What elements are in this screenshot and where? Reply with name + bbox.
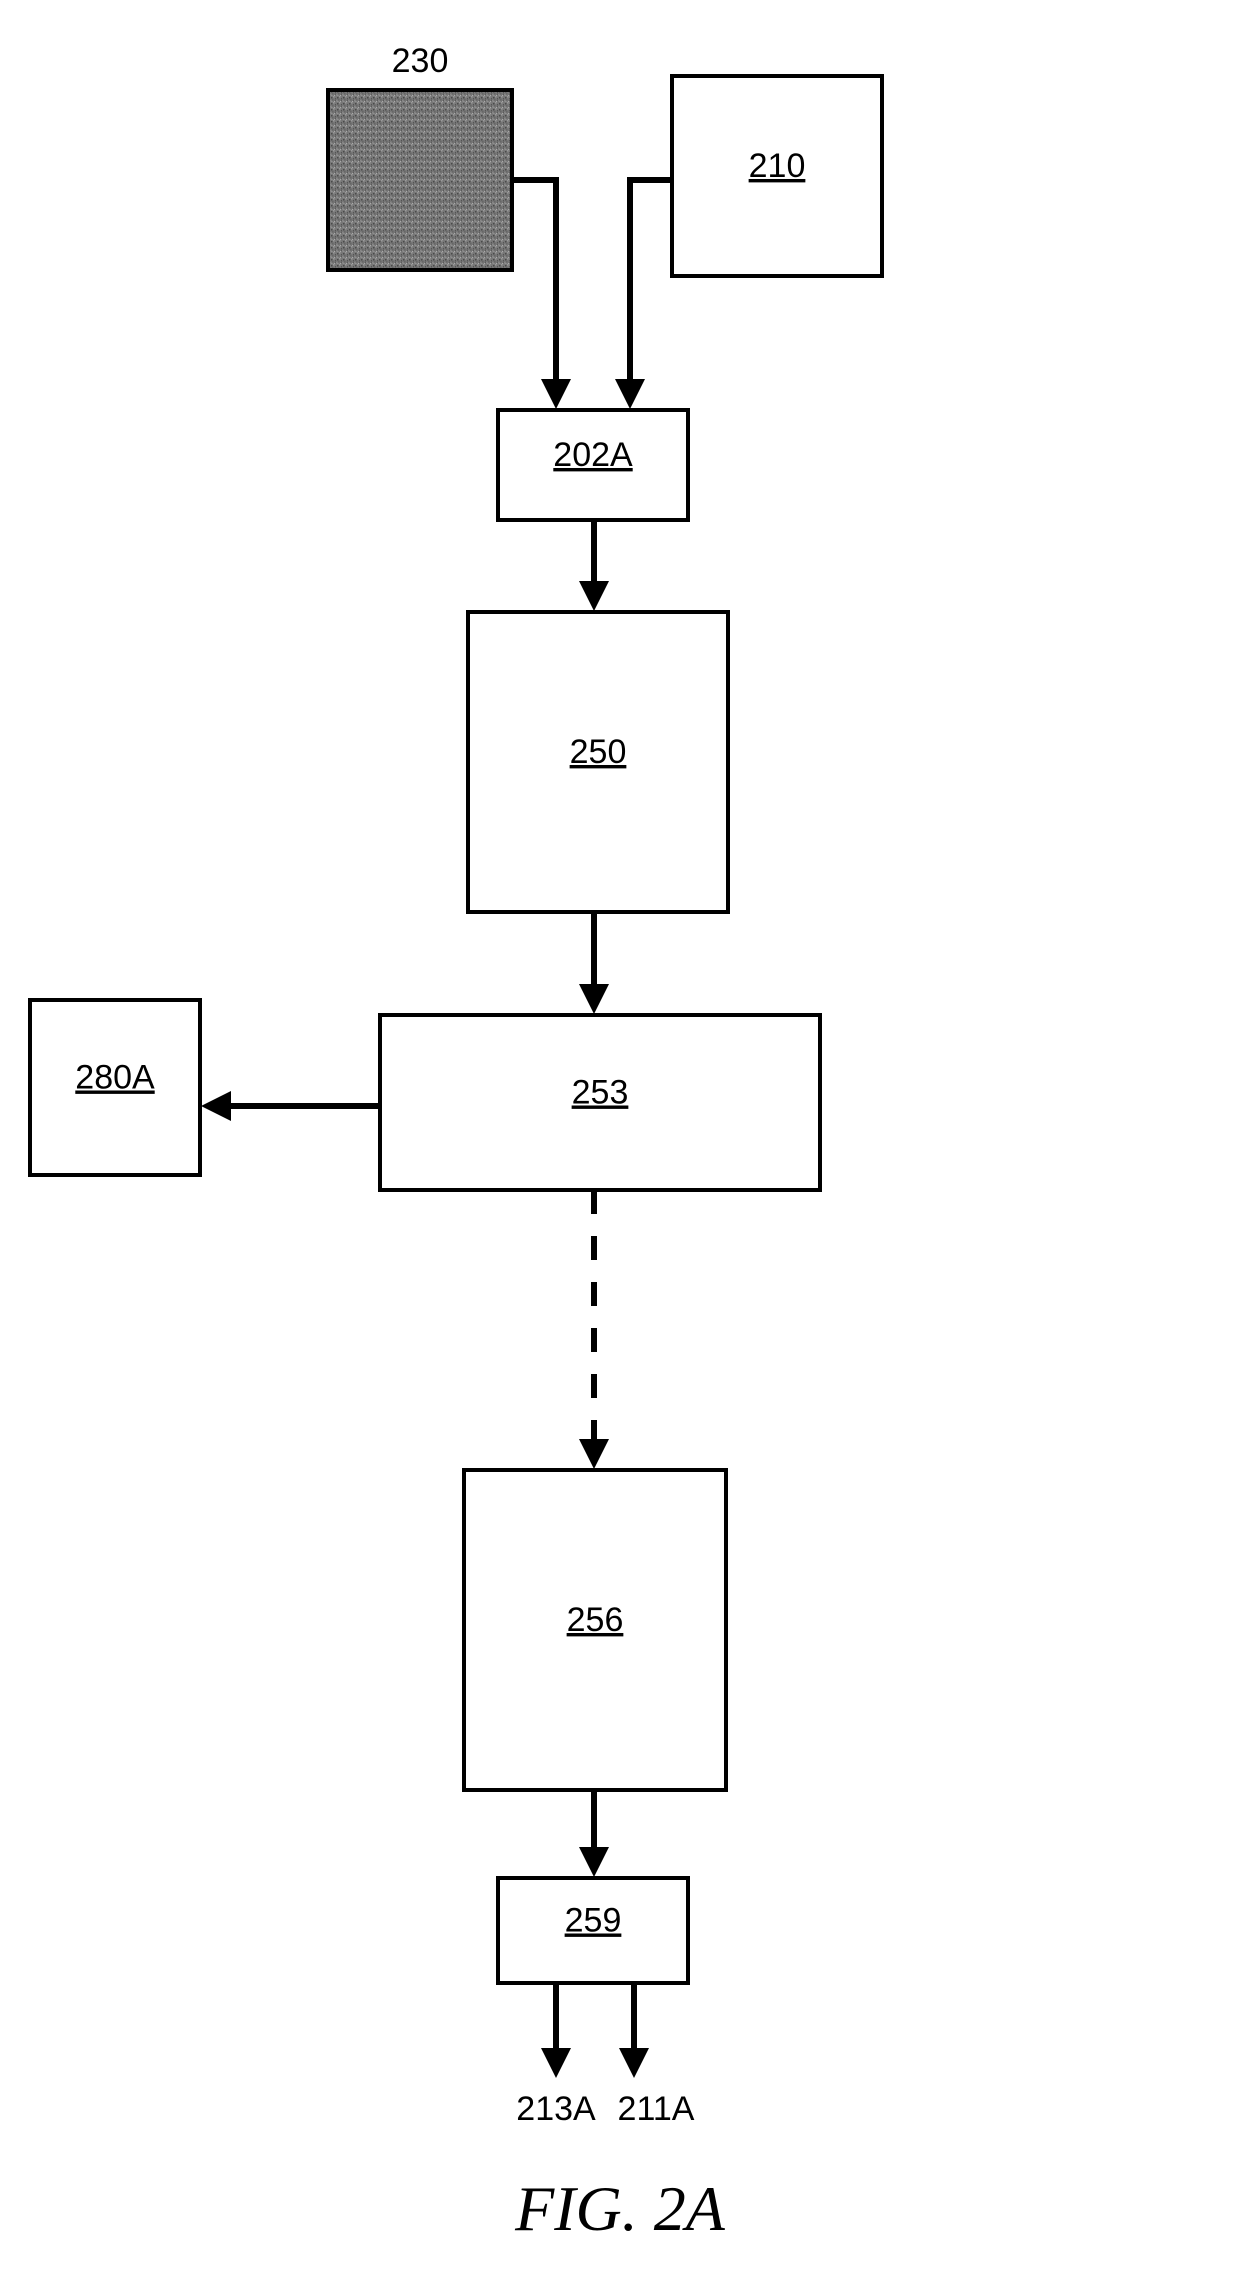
node-label-230: 230 [392,42,449,80]
output-label-211A: 211A [618,2090,695,2128]
node-label-210: 210 [749,147,806,185]
figure-caption: FIG. 2A [514,2173,726,2244]
node-210: 210 [672,76,882,276]
edge-0 [512,180,556,403]
node-256: 256 [464,1470,726,1790]
node-label-259: 259 [565,1901,622,1939]
node-280A: 280A [30,1000,200,1175]
edge-1 [630,180,672,403]
node-253: 253 [380,1015,820,1190]
node-label-253: 253 [572,1073,629,1111]
output-label-213A: 213A [516,2090,596,2128]
node-label-202A: 202A [553,436,633,474]
node-label-280A: 280A [75,1058,155,1096]
flowchart-diagram: 230 210 202A 250 253 280A 256 259 213A 211A FIG. 2… [0,0,1240,2277]
node-label-256: 256 [567,1601,624,1639]
node-250: 250 [468,612,728,912]
node-label-250: 250 [570,733,627,771]
node-259: 259 [498,1878,688,1983]
node-230: 230 [328,42,512,270]
node-202A: 202A [498,410,688,520]
